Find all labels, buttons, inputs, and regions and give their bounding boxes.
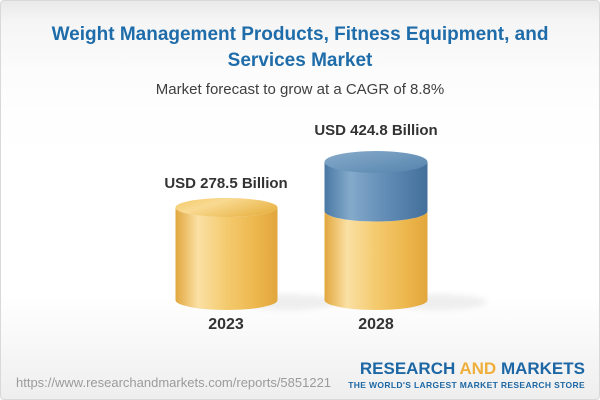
logo-word-research: RESEARCH — [359, 359, 456, 378]
logo-word-markets: MARKETS — [500, 359, 585, 378]
bar-2028-blue-top — [324, 151, 428, 173]
bar-2028-blue-segment — [324, 162, 428, 222]
page-title: Weight Management Products, Fitness Equi… — [51, 24, 549, 71]
bar-2023-cylinder — [175, 198, 278, 310]
bar-2023-axis-label: 2023 — [208, 316, 244, 333]
logo-wordmark: RESEARCH AND MARKETS — [348, 360, 585, 378]
bar-2023-value-label: USD 278.5 Billion — [164, 175, 288, 192]
page-subtitle: Market forecast to grow at a CAGR of 8.8… — [155, 81, 445, 98]
bar-2028-axis-label: 2028 — [358, 316, 394, 333]
bar-2028-cylinder — [324, 151, 428, 310]
research-and-markets-logo: RESEARCH AND MARKETS THE WORLD'S LARGEST… — [348, 360, 585, 391]
bar-2028-value-label: USD 424.8 Billion — [314, 122, 438, 139]
logo-tagline: THE WORLD'S LARGEST MARKET RESEARCH STOR… — [348, 380, 585, 390]
report-url: https://www.researchandmarkets.com/repor… — [16, 375, 332, 390]
logo-word-and: AND — [459, 359, 497, 378]
bar-2028-yellow-segment — [324, 211, 428, 310]
